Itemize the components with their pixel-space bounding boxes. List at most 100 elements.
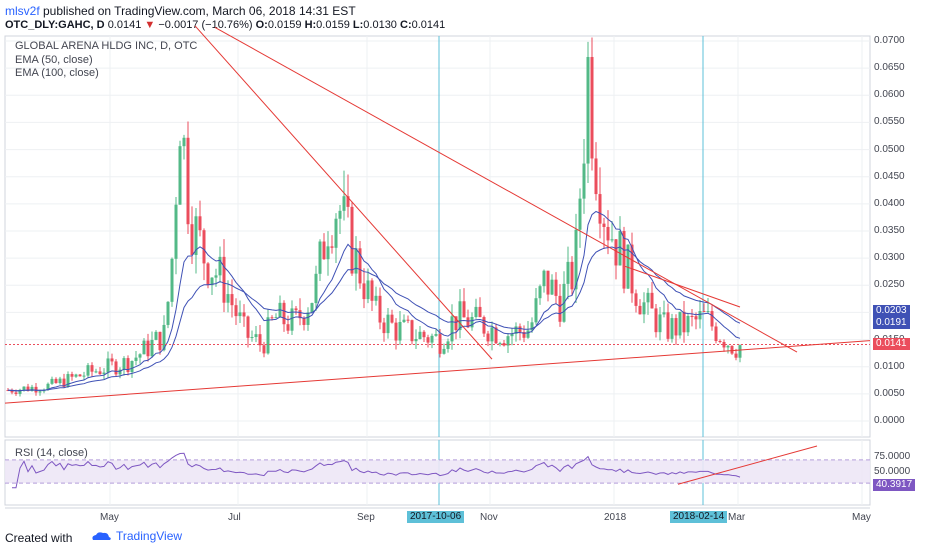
candle-body (10, 390, 14, 393)
candle-body (146, 340, 150, 357)
candle-body (674, 318, 678, 336)
rsi-line (12, 452, 741, 489)
candle-body (230, 294, 234, 306)
candle-body (210, 277, 214, 286)
candle-body (586, 56, 590, 164)
candle-body (102, 372, 106, 375)
low-value: 0.0130 (363, 19, 397, 31)
publish-info: mlsv2f published on TradingView.com, Mar… (5, 4, 356, 18)
candle-body (546, 270, 550, 295)
candle-body (722, 341, 726, 348)
publish-text: published on TradingView.com, March 06, … (39, 4, 356, 18)
candle-body (710, 311, 714, 327)
candle-body (206, 263, 210, 286)
open-value: 0.0159 (267, 19, 302, 31)
candle-body (22, 386, 26, 390)
ema50-tag: 0.0191 (873, 317, 910, 329)
candle-body (302, 318, 306, 325)
candle-body (326, 246, 330, 260)
rsi-tag: 40.3917 (873, 479, 916, 491)
price-tick-label: 0.0600 (874, 89, 905, 101)
candle-body (334, 218, 338, 248)
candle-body (702, 311, 706, 313)
candle-body (514, 326, 518, 334)
candle-body (650, 292, 654, 309)
candle-body (298, 310, 302, 319)
candle-body (214, 275, 218, 278)
ohlc-bar: OTC_DLY:GAHC, D 0.0141 ▼ −0.0017 (−10.76… (5, 19, 445, 31)
candle-body (446, 341, 450, 349)
candle-body (134, 357, 138, 361)
candle-body (654, 308, 658, 333)
candle-body (466, 317, 470, 328)
candle-body (370, 280, 374, 301)
candle-body (282, 302, 286, 325)
candle-body (62, 378, 66, 387)
candle-body (322, 241, 326, 260)
candle-body (690, 316, 694, 318)
candle-body (118, 369, 122, 375)
candle-body (314, 273, 318, 304)
candle-body (614, 239, 618, 266)
close-label: C: (400, 19, 412, 31)
candle-body (462, 301, 466, 318)
candle-body (238, 312, 242, 317)
candle-body (666, 312, 670, 339)
candle-body (482, 317, 486, 334)
time-cursor-tag-1: 2017-10-06 (407, 511, 465, 523)
created-with-text: Created with (5, 531, 73, 545)
author-link[interactable]: mlsv2f (5, 4, 40, 18)
candle-body (450, 316, 454, 342)
candle-body (714, 326, 718, 342)
tradingview-brand[interactable]: TradingView (90, 529, 182, 543)
trendline (194, 25, 493, 360)
symbol-label: OTC_DLY:GAHC, D (5, 19, 105, 31)
candle-body (178, 146, 182, 205)
price-chart[interactable] (0, 0, 932, 527)
price-tick-label: 0.0050 (874, 387, 905, 399)
candle-body (470, 317, 474, 328)
candle-body (410, 320, 414, 342)
candle-body (126, 358, 130, 373)
candle-body (194, 216, 198, 255)
candle-body (162, 324, 166, 351)
candle-body (390, 314, 394, 323)
candle-body (442, 348, 446, 354)
ema50-line (7, 210, 741, 392)
candle-body (82, 375, 86, 377)
candle-body (610, 239, 614, 241)
candle-body (646, 292, 650, 303)
candle-body (78, 374, 82, 377)
ema50-legend[interactable]: EMA (50, close) (15, 54, 93, 66)
candle-body (202, 230, 206, 264)
candle-body (198, 216, 202, 231)
candle-body (554, 279, 558, 296)
candle-body (362, 283, 366, 300)
time-tick-label: 2018 (604, 512, 627, 523)
candle-body (590, 56, 594, 159)
ema100-legend[interactable]: EMA (100, close) (15, 67, 99, 79)
down-arrow-icon: ▼ (144, 19, 156, 31)
candle-body (486, 333, 490, 342)
candle-body (694, 316, 698, 320)
candle-body (510, 333, 514, 337)
candle-body (598, 194, 602, 224)
rsi-trendline (677, 445, 818, 485)
candle-body (258, 334, 262, 346)
candle-body (430, 335, 434, 343)
candle-body (94, 371, 98, 373)
candle-body (558, 295, 562, 322)
candle-body (506, 336, 510, 346)
candle-body (266, 317, 270, 354)
candle-body (478, 306, 482, 318)
candle-body (454, 316, 458, 331)
candle-body (14, 392, 18, 394)
candle-body (30, 386, 34, 392)
candle-body (662, 312, 666, 315)
candle-body (262, 345, 266, 354)
candle-body (358, 248, 362, 284)
candle-body (734, 353, 738, 358)
rsi-band (5, 459, 870, 484)
rsi-legend[interactable]: RSI (14, close) (15, 447, 88, 459)
close-value: 0.0141 (411, 19, 446, 31)
